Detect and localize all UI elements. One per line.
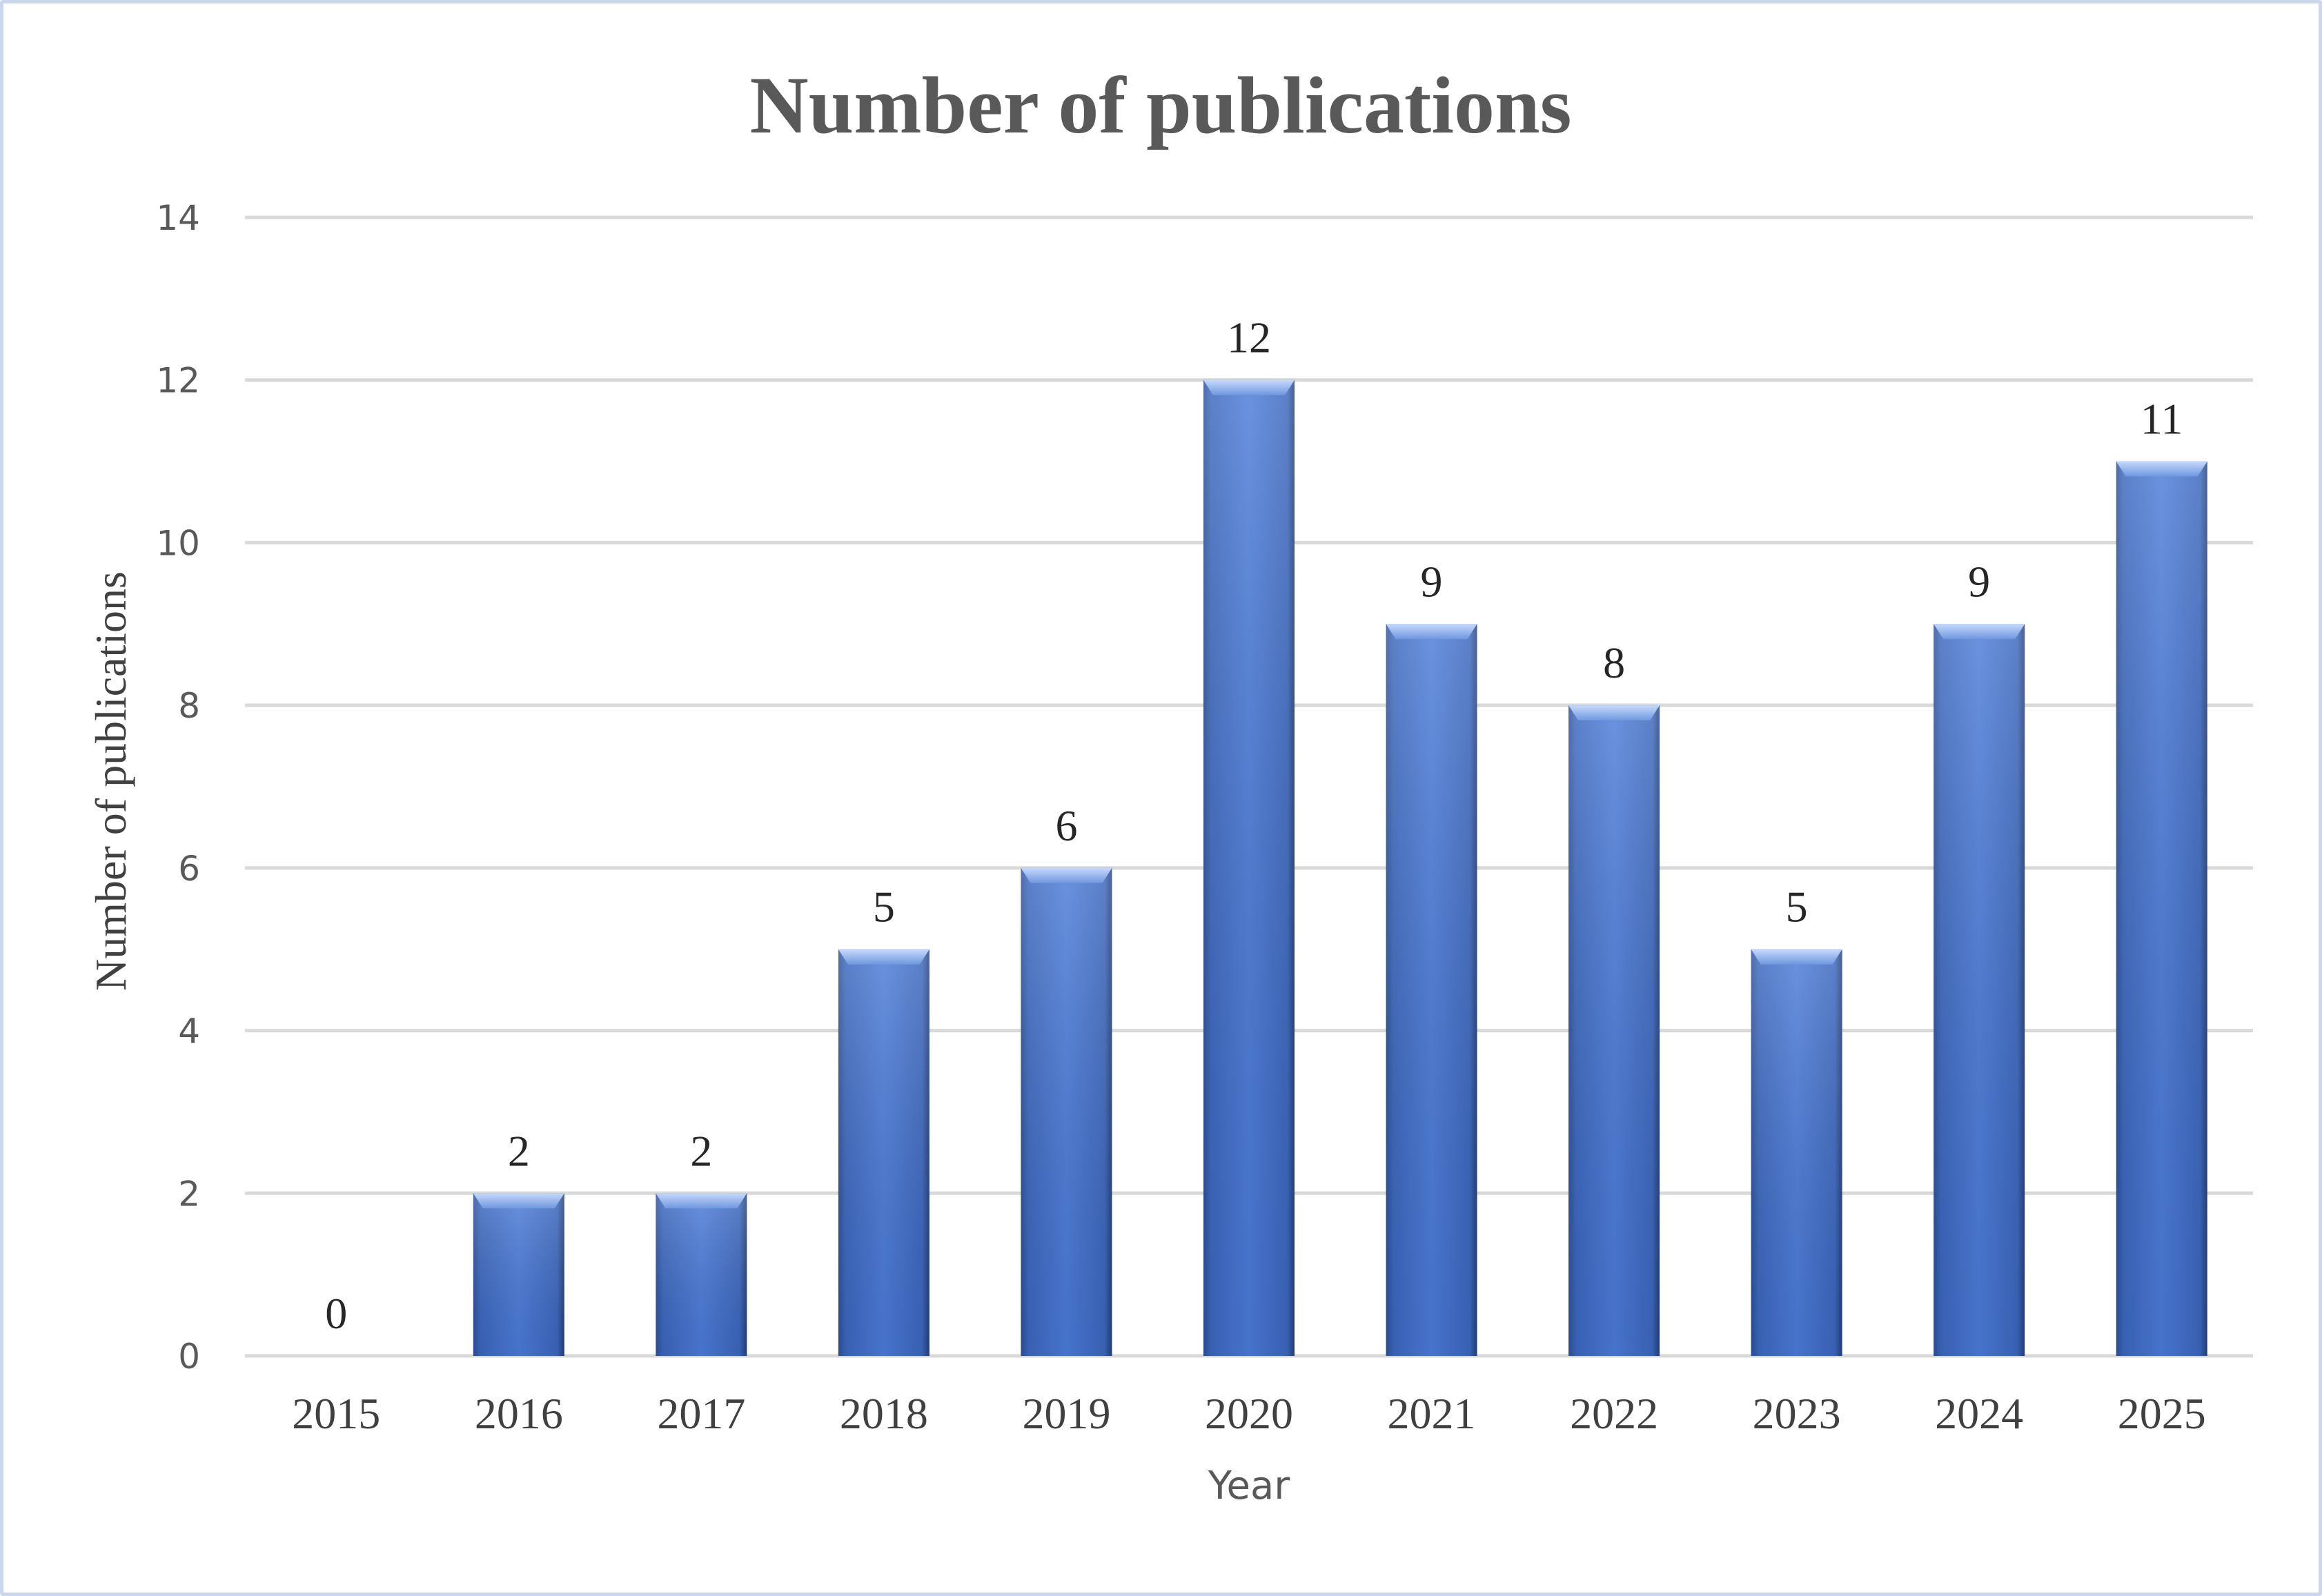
bar-shade <box>656 1193 747 1356</box>
data-label-2017: 2 <box>690 1126 712 1175</box>
x-tick-label: 2015 <box>292 1389 380 1438</box>
x-axis-label: Year <box>1208 1464 1291 1508</box>
data-label-2015: 0 <box>325 1289 347 1338</box>
bar-shade <box>473 1193 564 1356</box>
bar-2018 <box>838 949 929 1356</box>
bar-shade <box>1568 705 1660 1356</box>
bar-shade <box>1751 949 1842 1356</box>
bar-cap <box>2116 461 2207 477</box>
data-label-2024: 9 <box>1968 557 1990 606</box>
bar-2021 <box>1386 624 1477 1357</box>
bar-cap <box>1021 867 1112 883</box>
x-tick-label: 2025 <box>2118 1389 2206 1438</box>
y-tick-label: 14 <box>156 198 200 238</box>
x-tick-label: 2024 <box>1935 1389 2023 1438</box>
bar-shade <box>1934 624 2025 1357</box>
bar-2016 <box>473 1193 564 1356</box>
x-tick-label: 2019 <box>1022 1389 1110 1438</box>
bar-cap <box>1386 624 1477 640</box>
data-labels: 0 2 2 5 6 12 9 8 5 9 11 <box>325 313 2183 1338</box>
bar-shade <box>838 949 929 1356</box>
bar-cap <box>473 1193 564 1209</box>
bar-cap <box>838 949 929 965</box>
bar-2017 <box>656 1193 747 1356</box>
y-tick-label: 8 <box>178 686 200 726</box>
y-tick-label: 12 <box>156 361 200 401</box>
bar-2025 <box>2116 461 2207 1356</box>
bar-2022 <box>1568 705 1660 1356</box>
y-tick-label: 10 <box>156 523 200 563</box>
data-label-2025: 11 <box>2141 395 2183 444</box>
y-axis-label: Number of publications <box>86 571 135 991</box>
data-label-2021: 9 <box>1421 557 1443 606</box>
x-tick-label: 2022 <box>1570 1389 1658 1438</box>
x-tick-label: 2017 <box>657 1389 745 1438</box>
bar-shade <box>1021 867 1112 1356</box>
x-axis-ticks: 2015 2016 2017 2018 2019 2020 2021 2022 2023 2024… <box>292 1389 2205 1438</box>
data-label-2020: 12 <box>1227 313 1271 362</box>
y-tick-label: 4 <box>178 1012 200 1052</box>
x-tick-label: 2021 <box>1388 1389 1476 1438</box>
y-tick-label: 0 <box>178 1337 200 1377</box>
bar-cap <box>656 1193 747 1209</box>
y-tick-label: 2 <box>178 1174 200 1214</box>
bar-2023 <box>1751 949 1842 1356</box>
bar-cap <box>1934 624 2025 640</box>
x-tick-label: 2020 <box>1205 1389 1293 1438</box>
bars <box>473 380 2207 1357</box>
x-tick-label: 2023 <box>1753 1389 1841 1438</box>
bar-cap <box>1751 949 1842 965</box>
bar-cap <box>1203 380 1295 395</box>
bar-2019 <box>1021 867 1112 1356</box>
data-label-2023: 5 <box>1786 883 1808 932</box>
bar-2024 <box>1934 624 2025 1357</box>
y-tick-label: 6 <box>178 849 200 889</box>
bar-shade <box>1203 380 1295 1356</box>
x-tick-label: 2018 <box>840 1389 928 1438</box>
data-label-2019: 6 <box>1055 801 1077 850</box>
data-label-2022: 8 <box>1603 638 1625 687</box>
bar-shade <box>1386 624 1477 1357</box>
data-label-2018: 5 <box>873 883 895 932</box>
chart-title: Number of publications <box>749 60 1571 150</box>
x-tick-label: 2016 <box>475 1389 563 1438</box>
bar-shade <box>2116 461 2207 1356</box>
bar-2020 <box>1203 380 1295 1356</box>
bar-cap <box>1568 705 1660 721</box>
data-label-2016: 2 <box>508 1126 530 1175</box>
y-axis-ticks: 0 2 4 6 8 10 12 14 <box>156 198 200 1377</box>
